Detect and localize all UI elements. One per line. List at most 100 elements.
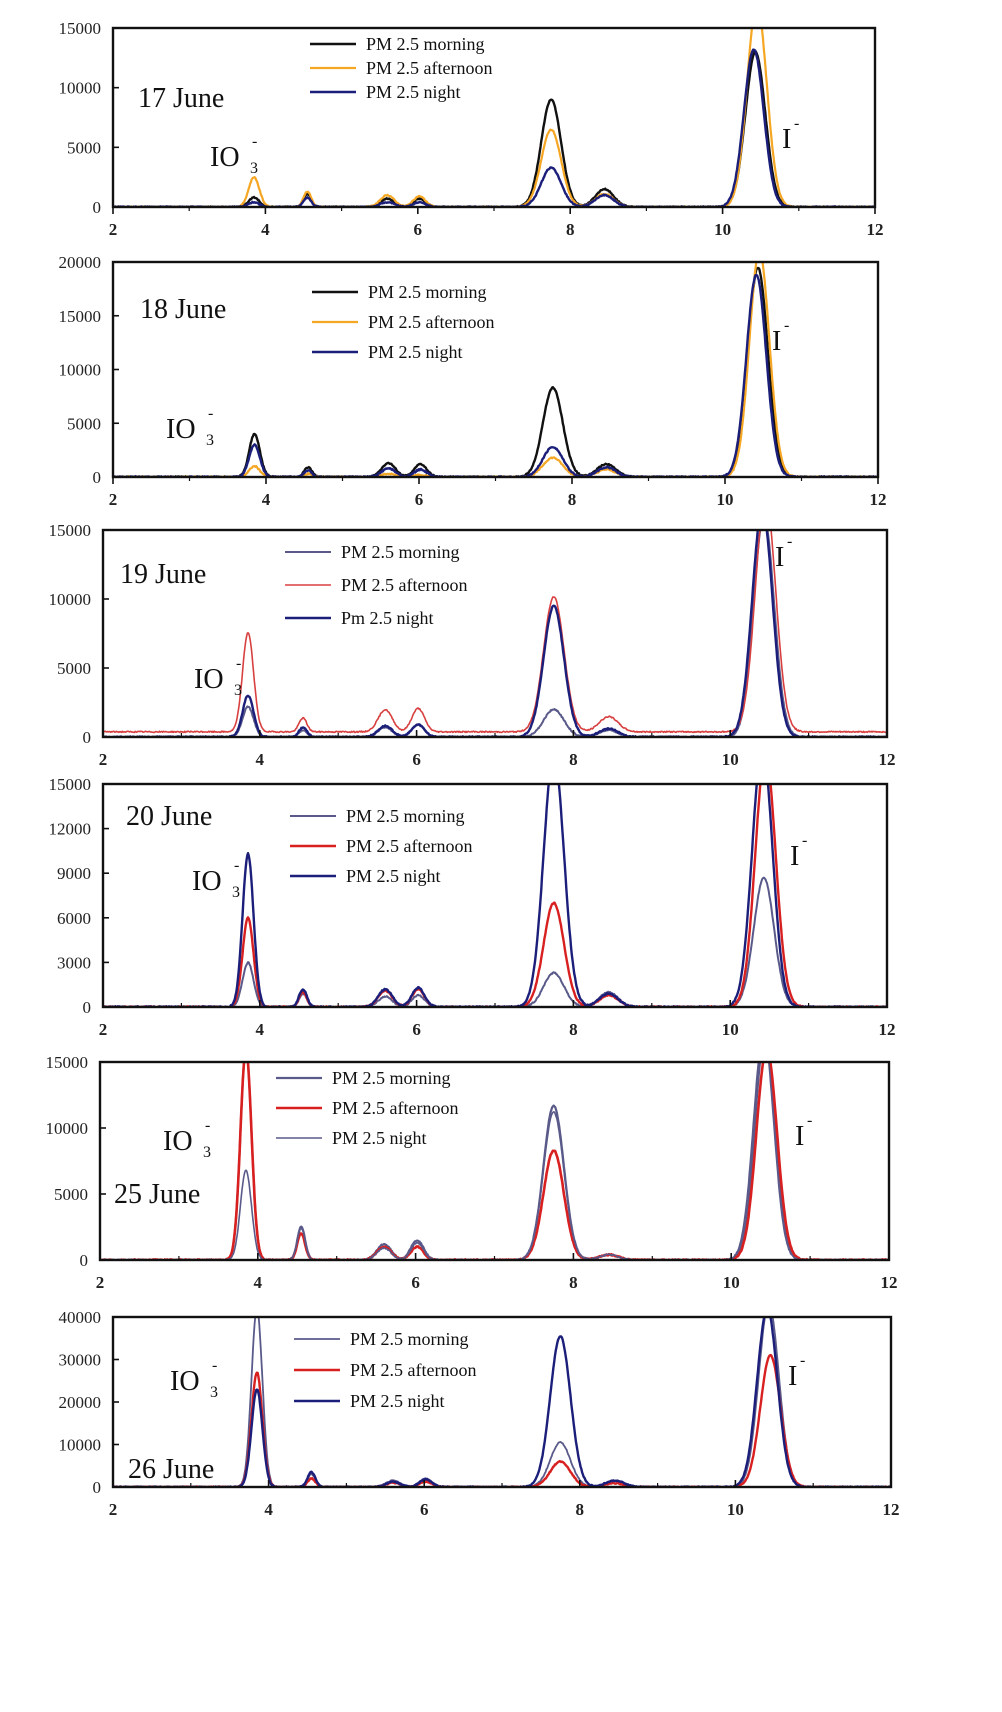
- iodate-annotation: IO: [192, 866, 222, 897]
- legend-label: PM 2.5 morning: [341, 542, 460, 562]
- iodate-subscript: 3: [206, 432, 214, 449]
- series-line: [113, 48, 875, 207]
- legend-label: PM 2.5 night: [346, 866, 441, 886]
- x-tick-label: 4: [264, 1500, 273, 1519]
- legend-label: PM 2.5 night: [350, 1391, 445, 1411]
- y-tick-label: 10000: [46, 1119, 89, 1138]
- iodate-annotation: IO: [210, 142, 240, 173]
- iodide-annotation: I: [788, 1361, 797, 1392]
- chart-traces: [103, 530, 887, 737]
- iodide-superscript: -: [800, 1352, 805, 1369]
- legend-label: PM 2.5 night: [366, 82, 461, 102]
- y-tick-label: 20000: [59, 1393, 102, 1412]
- x-tick-label: 10: [717, 490, 734, 509]
- chart-panel: 2 4 6 8 10 12 0 10000 20000 30000 40000 26 June PM 2…: [59, 1308, 900, 1519]
- x-tick-label: 8: [566, 220, 575, 239]
- chart-traces: [113, 262, 878, 477]
- y-tick-label: 15000: [49, 521, 92, 540]
- x-tick-label: 4: [254, 1273, 263, 1292]
- y-tick-label: 0: [93, 468, 102, 487]
- x-tick-label: 2: [109, 220, 118, 239]
- x-tick-label: 8: [568, 490, 577, 509]
- date-label: 19 June: [120, 559, 206, 590]
- y-tick-label: 0: [83, 998, 92, 1017]
- y-tick-label: 0: [93, 1478, 102, 1497]
- iodide-superscript: -: [807, 1112, 812, 1129]
- legend-label: PM 2.5 afternoon: [332, 1098, 458, 1118]
- x-tick-label: 10: [723, 1273, 740, 1292]
- x-tick-label: 8: [569, 1020, 578, 1039]
- x-tick-label: 8: [576, 1500, 585, 1519]
- y-tick-label: 9000: [57, 864, 91, 883]
- chart-traces: [113, 28, 875, 207]
- chart-traces: [100, 1062, 889, 1260]
- iodate-superscript: -: [212, 1357, 217, 1374]
- iodate-superscript: -: [208, 405, 213, 422]
- y-tick-label: 40000: [59, 1308, 102, 1327]
- x-tick-label: 6: [411, 1273, 420, 1292]
- iodate-annotation: IO: [166, 414, 196, 445]
- legend-label: PM 2.5 afternoon: [341, 575, 467, 595]
- legend-label: PM 2.5 morning: [366, 34, 485, 54]
- iodate-superscript: -: [205, 1117, 210, 1134]
- x-tick-label: 6: [420, 1500, 429, 1519]
- legend-label: PM 2.5 afternoon: [350, 1360, 476, 1380]
- x-tick-label: 12: [870, 490, 887, 509]
- legend-label: PM 2.5 afternoon: [366, 58, 492, 78]
- iodate-subscript: 3: [234, 682, 242, 699]
- legend-label: PM 2.5 afternoon: [368, 312, 494, 332]
- iodide-annotation: I: [782, 124, 791, 155]
- y-tick-label: 0: [83, 728, 92, 747]
- date-label: 20 June: [126, 801, 212, 832]
- x-tick-label: 12: [879, 750, 896, 769]
- chart-panel: 2 4 6 8 10 12 0 5000 10000 15000 17 June PM 2.5 mor…: [59, 19, 884, 239]
- y-tick-label: 30000: [59, 1351, 102, 1370]
- series-line: [113, 266, 878, 477]
- y-tick-label: 0: [93, 198, 102, 217]
- chart-panel: 2 4 6 8 10 12 0 5000 10000 15000 19 June PM 2.5 mor…: [49, 521, 896, 769]
- legend-label: PM 2.5 morning: [346, 806, 465, 826]
- y-tick-label: 10000: [49, 590, 92, 609]
- iodate-subscript: 3: [250, 160, 258, 177]
- series-line: [113, 274, 878, 477]
- date-label: 26 June: [128, 1454, 214, 1485]
- x-tick-label: 6: [412, 1020, 421, 1039]
- x-tick-label: 10: [727, 1500, 744, 1519]
- series-line: [113, 1317, 891, 1487]
- x-tick-label: 2: [99, 750, 108, 769]
- date-label: 17 June: [138, 83, 224, 114]
- y-tick-label: 6000: [57, 909, 91, 928]
- chart-traces: [113, 1317, 891, 1487]
- x-tick-label: 8: [569, 750, 578, 769]
- series-line: [103, 876, 887, 1007]
- y-tick-label: 15000: [59, 307, 102, 326]
- date-label: 18 June: [140, 294, 226, 325]
- y-tick-label: 5000: [67, 414, 101, 433]
- iodide-annotation: I: [775, 542, 784, 573]
- x-tick-label: 4: [256, 1020, 265, 1039]
- iodide-annotation: I: [772, 326, 781, 357]
- chart-panel: 2 4 6 8 10 12 0 3000 6000 9000 12000 15000 20 June PM…: [49, 775, 896, 1039]
- y-tick-label: 5000: [54, 1185, 88, 1204]
- iodide-annotation: I: [795, 1121, 804, 1152]
- x-tick-label: 12: [867, 220, 884, 239]
- y-tick-label: 3000: [57, 953, 91, 972]
- iodate-superscript: -: [252, 133, 257, 150]
- iodide-superscript: -: [784, 317, 789, 334]
- x-tick-label: 12: [879, 1020, 896, 1039]
- x-tick-label: 12: [881, 1273, 898, 1292]
- y-tick-label: 10000: [59, 1436, 102, 1455]
- series-line: [103, 784, 887, 1007]
- iodate-superscript: -: [234, 857, 239, 874]
- x-tick-label: 10: [722, 750, 739, 769]
- iodide-superscript: -: [794, 115, 799, 132]
- iodate-annotation: IO: [170, 1366, 200, 1397]
- legend-label: PM 2.5 morning: [350, 1329, 469, 1349]
- y-tick-label: 5000: [57, 659, 91, 678]
- y-tick-label: 10000: [59, 361, 102, 380]
- iodide-annotation: I: [790, 841, 799, 872]
- chart-panel: 2 4 6 8 10 12 0 5000 10000 15000 20000 18 June PM 2.…: [59, 253, 887, 509]
- iodate-subscript: 3: [232, 884, 240, 901]
- legend-label: Pm 2.5 night: [341, 608, 434, 628]
